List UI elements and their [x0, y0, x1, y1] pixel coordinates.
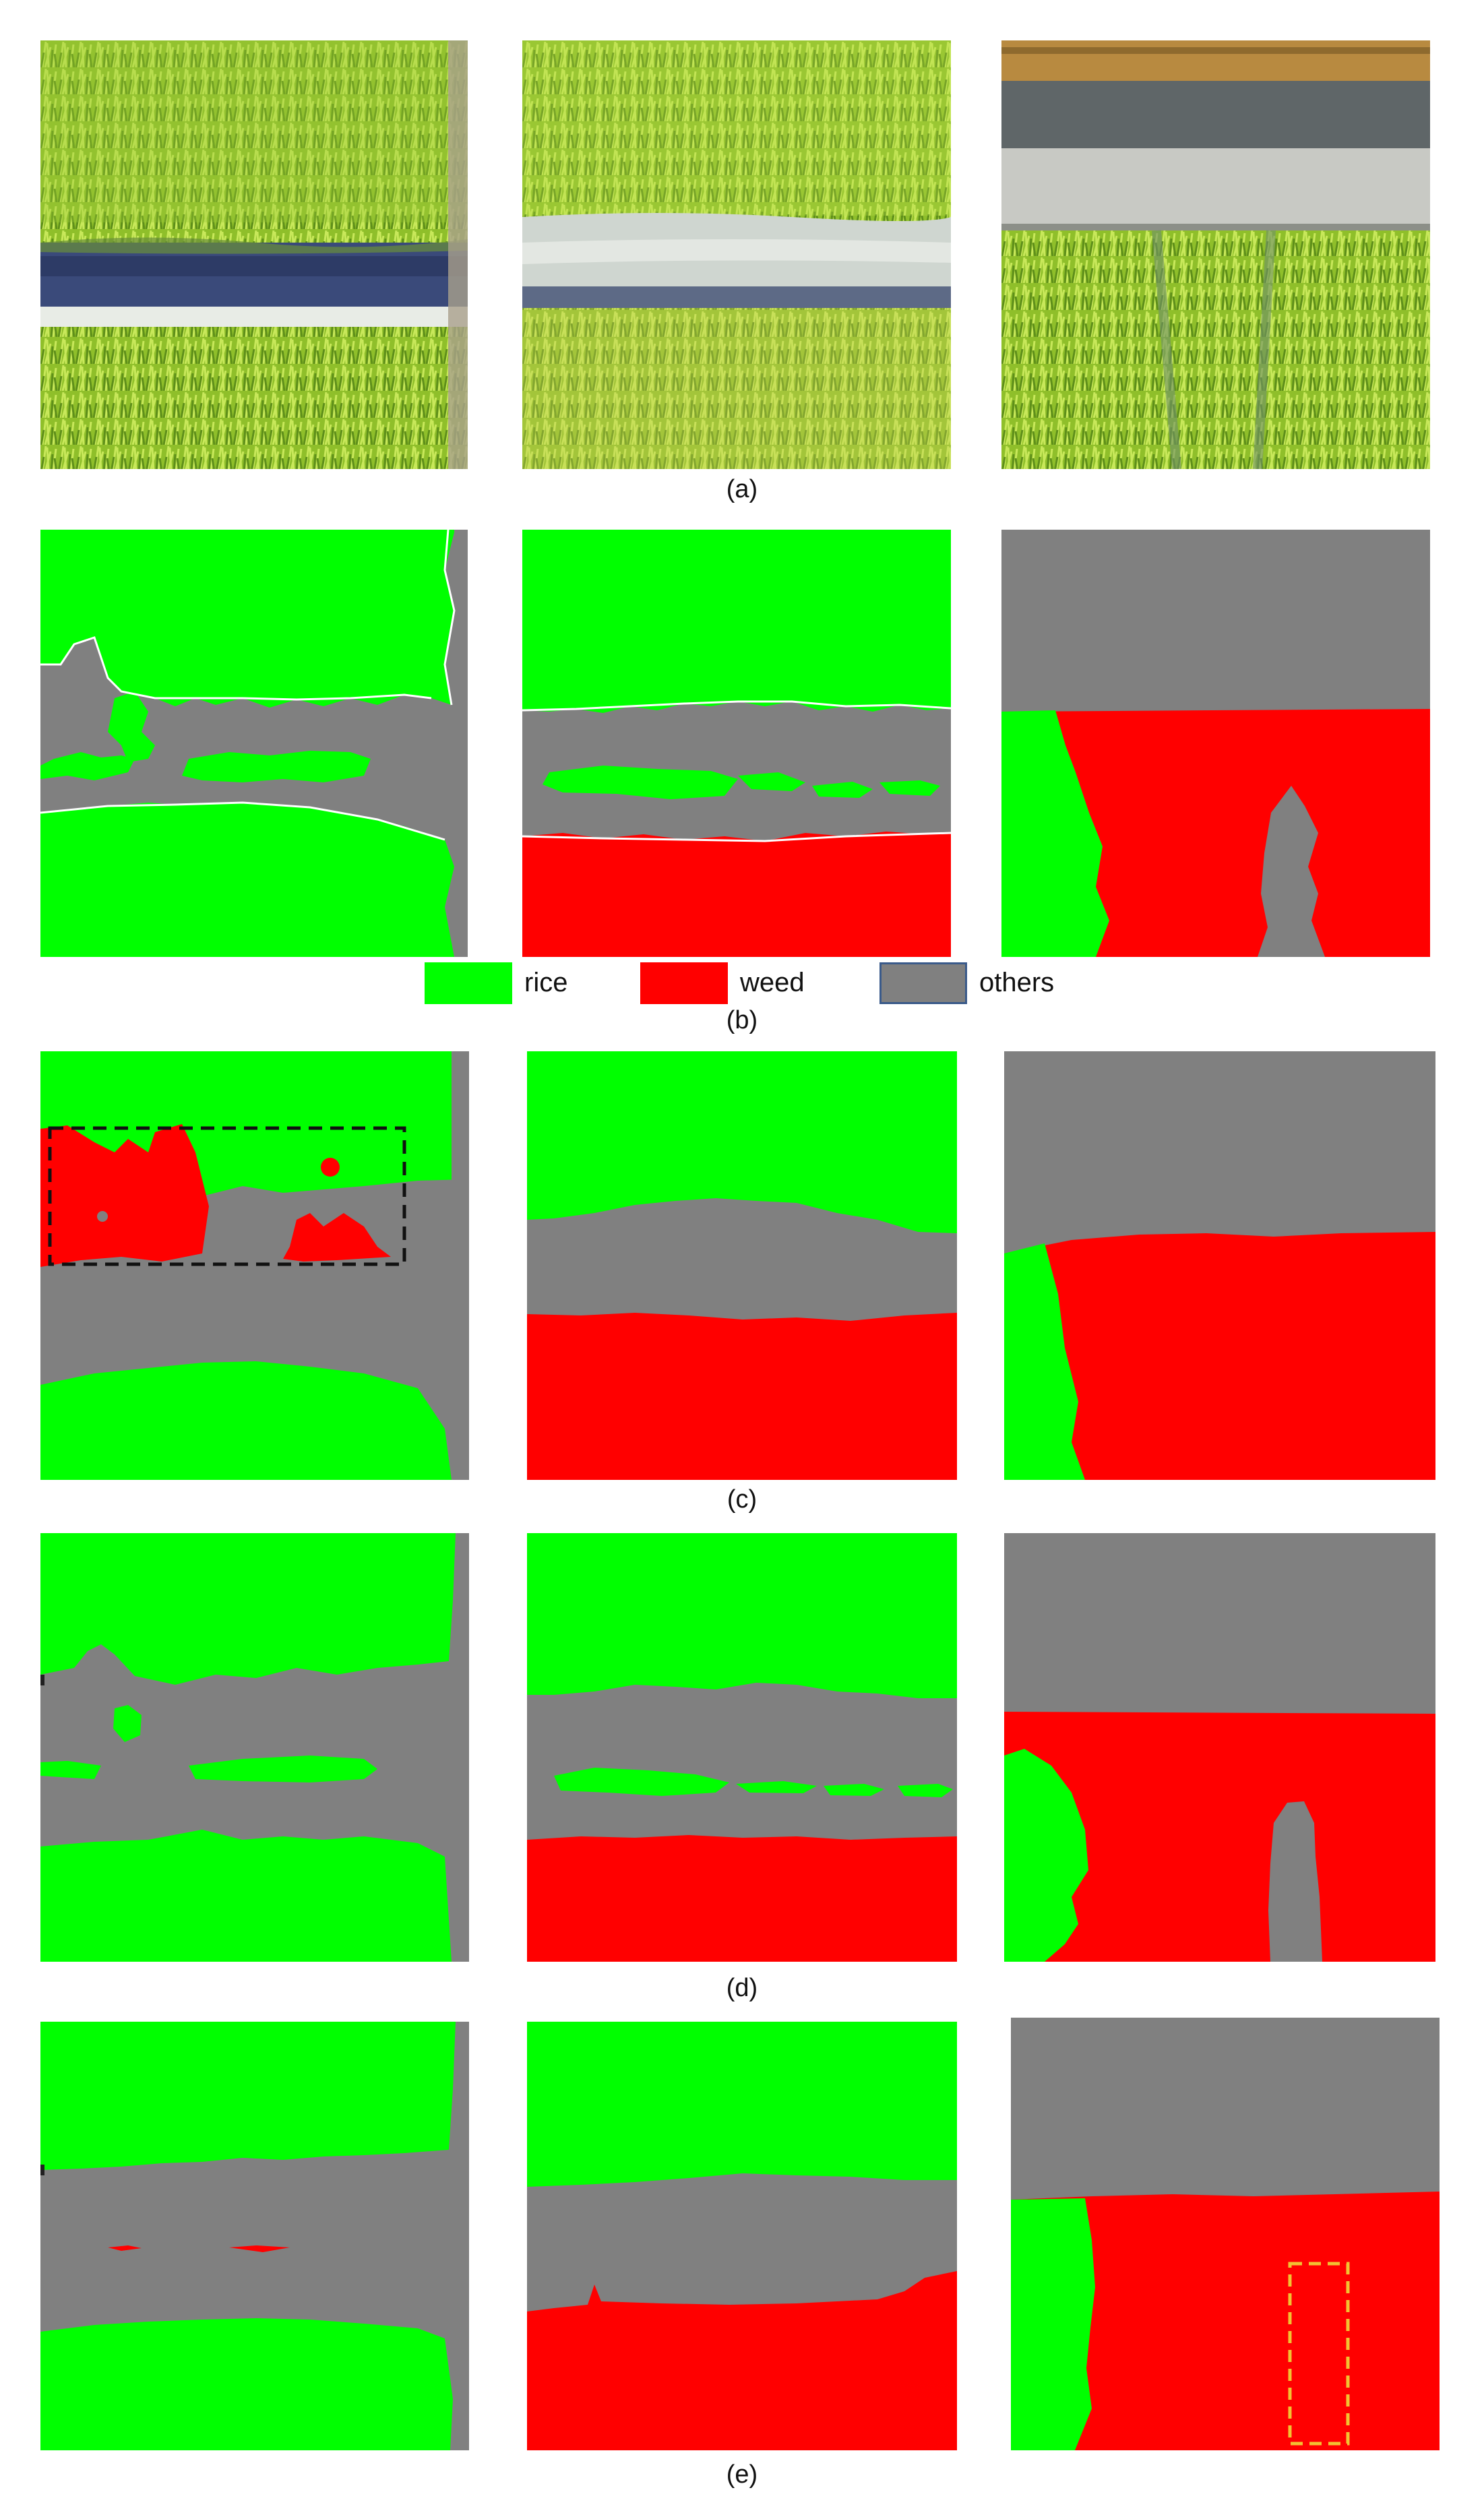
seg-e3	[1011, 2018, 1440, 2450]
gt-b2	[522, 530, 951, 957]
highlight-box	[48, 1126, 406, 1266]
legend-item-weed: weed	[640, 962, 815, 1004]
legend-swatch-rice	[425, 962, 512, 1004]
seg-c2	[527, 1051, 957, 1480]
caption-e: (e)	[726, 2460, 758, 2489]
gt-b3	[1001, 530, 1430, 957]
legend-label-others: others	[979, 968, 1055, 997]
legend: rice weed others	[425, 962, 1099, 1004]
photo-a1	[40, 40, 468, 469]
caption-d: (d)	[726, 1974, 758, 2002]
legend-label-weed: weed	[740, 968, 805, 997]
seg-e1	[40, 2022, 469, 2450]
seg-d1	[40, 1533, 469, 1962]
legend-swatch-weed	[640, 962, 728, 1004]
photo-a2	[522, 40, 951, 469]
legend-swatch-others	[879, 962, 967, 1004]
seg-c1	[40, 1051, 469, 1480]
legend-label-rice: rice	[524, 968, 568, 997]
gt-b1	[40, 530, 468, 957]
seg-d3	[1004, 1533, 1435, 1962]
legend-item-others: others	[879, 962, 1082, 1004]
photo-a3	[1001, 40, 1430, 469]
seg-e2	[527, 2022, 957, 2450]
seg-d2	[527, 1533, 957, 1962]
legend-item-rice: rice	[425, 962, 600, 1004]
caption-c: (c)	[726, 1485, 758, 1514]
seg-c3	[1004, 1051, 1435, 1480]
caption-a: (a)	[726, 475, 758, 503]
caption-b: (b)	[726, 1006, 758, 1034]
highlight-box-yellow	[1288, 2262, 1350, 2446]
